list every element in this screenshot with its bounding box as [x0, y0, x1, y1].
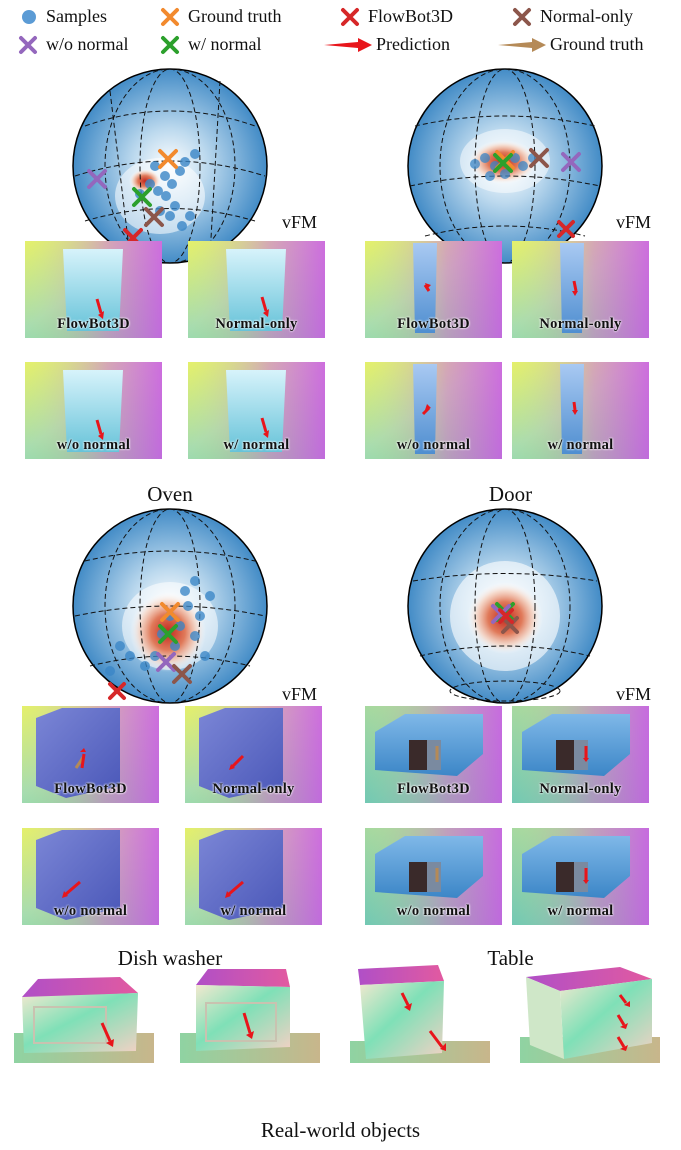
legend-samples-label: Samples [46, 6, 107, 26]
w-normal-cross-icon [161, 35, 179, 54]
door-thumb-normal-only: Normal-only [512, 241, 649, 338]
oven-vfm-label: vFM [282, 212, 318, 232]
door-vfm-sphere [407, 68, 603, 264]
legend-normal-only-x-label: Normal-only [540, 6, 633, 26]
dishwasher-thumb-wo-normal-label: w/o normal [53, 903, 128, 919]
wo-normal-cross-icon [19, 35, 37, 54]
door-caption: Door [488, 482, 533, 506]
oven-thumb-w-normal: w/ normal [188, 362, 325, 459]
door-thumb-wo-normal-label: w/o normal [396, 437, 471, 453]
legend-flowbot-x-label: FlowBot3D [368, 6, 454, 26]
real-object-4 [520, 963, 660, 1063]
legend-ground-truth-arrow-label: Ground truth [550, 34, 644, 54]
dishwasher-thumb-flowbot: FlowBot3D [22, 706, 159, 803]
oven-thumb-w-normal-label: w/ normal [223, 437, 290, 453]
legend-w-normal-x: w/ normal [160, 34, 262, 55]
dishwasher-thumb-w-normal-label: w/ normal [220, 903, 287, 919]
table-caption: Table [487, 946, 534, 970]
legend: Samples Ground truth FlowBot3D Normal-on… [0, 0, 681, 64]
door-thumb-normal-only-label: Normal-only [539, 316, 622, 332]
legend-wo-normal-x: w/o normal [18, 34, 129, 55]
real-object-1 [14, 963, 154, 1063]
dishwasher-thumb-flowbot-label: FlowBot3D [54, 781, 127, 797]
dishwasher-thumb-normal-only: Normal-only [185, 706, 322, 803]
panel-table: vFM FlowBot3D Normal-only w/o normal w/ … [340, 506, 681, 970]
oven-caption: Oven [147, 482, 193, 506]
oven-thumb-wo-normal: w/o normal [25, 362, 162, 459]
dishwasher-vfm-label: vFM [282, 684, 318, 704]
flowbot-cross-icon [341, 7, 359, 26]
table-thumb-wo-normal: w/o normal [365, 828, 502, 925]
real-object-2 [180, 963, 320, 1063]
legend-prediction-arrow: Prediction [322, 34, 450, 55]
dishwasher-thumb-w-normal: w/ normal [185, 828, 322, 925]
legend-ground-truth-x: Ground truth [160, 6, 282, 27]
door-vfm-label: vFM [616, 212, 652, 232]
door-thumb-wo-normal: w/o normal [365, 362, 502, 459]
door-thumb-w-normal: w/ normal [512, 362, 649, 459]
table-thumb-flowbot: FlowBot3D [365, 706, 502, 803]
legend-w-normal-x-label: w/ normal [188, 34, 262, 54]
table-thumb-normal-only: Normal-only [512, 706, 649, 803]
door-thumb-flowbot-label: FlowBot3D [397, 316, 470, 332]
dishwasher-vfm-sphere [72, 508, 268, 704]
prediction-arrow-icon [324, 37, 372, 52]
legend-flowbot-x: FlowBot3D [340, 6, 453, 27]
legend-ground-truth-arrow: Ground truth [496, 34, 644, 55]
oven-thumb-flowbot: FlowBot3D [25, 241, 162, 338]
normal-only-cross-icon [513, 7, 531, 26]
panel-dishwasher: vFM FlowBot3D Normal-only w/o normal w/ … [0, 506, 340, 970]
table-vfm-label: vFM [616, 684, 652, 704]
dishwasher-thumb-normal-only-label: Normal-only [212, 781, 295, 797]
door-thumb-flowbot: FlowBot3D [365, 241, 502, 338]
real-world-caption: Real-world objects [260, 1118, 421, 1142]
oven-thumb-normal-only-label: Normal-only [215, 316, 298, 332]
samples-dot-icon [22, 9, 36, 24]
table-thumb-normal-only-label: Normal-only [539, 781, 622, 797]
oven-thumb-normal-only: Normal-only [188, 241, 325, 338]
oven-vfm-sphere [72, 68, 268, 264]
panel-door: vFM FlowBot3D Normal-only w/o normal w/ … [340, 66, 681, 510]
oven-thumb-wo-normal-label: w/o normal [56, 437, 131, 453]
table-thumb-wo-normal-label: w/o normal [396, 903, 471, 919]
dishwasher-thumb-wo-normal: w/o normal [22, 828, 159, 925]
table-thumb-w-normal: w/ normal [512, 828, 649, 925]
table-thumb-w-normal-label: w/ normal [547, 903, 614, 919]
real-object-3 [350, 963, 490, 1063]
door-thumb-w-normal-label: w/ normal [547, 437, 614, 453]
ground-truth-cross-icon [161, 7, 179, 26]
panel-oven: vFM FlowBot3D Normal-only w/o normal w/ … [0, 66, 340, 510]
oven-thumb-flowbot-label: FlowBot3D [57, 316, 130, 332]
table-thumb-flowbot-label: FlowBot3D [397, 781, 470, 797]
dishwasher-caption: Dish washer [117, 946, 223, 970]
legend-samples: Samples [20, 6, 107, 27]
legend-ground-truth-x-label: Ground truth [188, 6, 282, 26]
table-vfm-sphere [407, 508, 603, 704]
legend-prediction-arrow-label: Prediction [376, 34, 450, 54]
legend-wo-normal-x-label: w/o normal [46, 34, 129, 54]
ground-truth-arrow-icon [498, 37, 546, 52]
legend-normal-only-x: Normal-only [512, 6, 633, 27]
